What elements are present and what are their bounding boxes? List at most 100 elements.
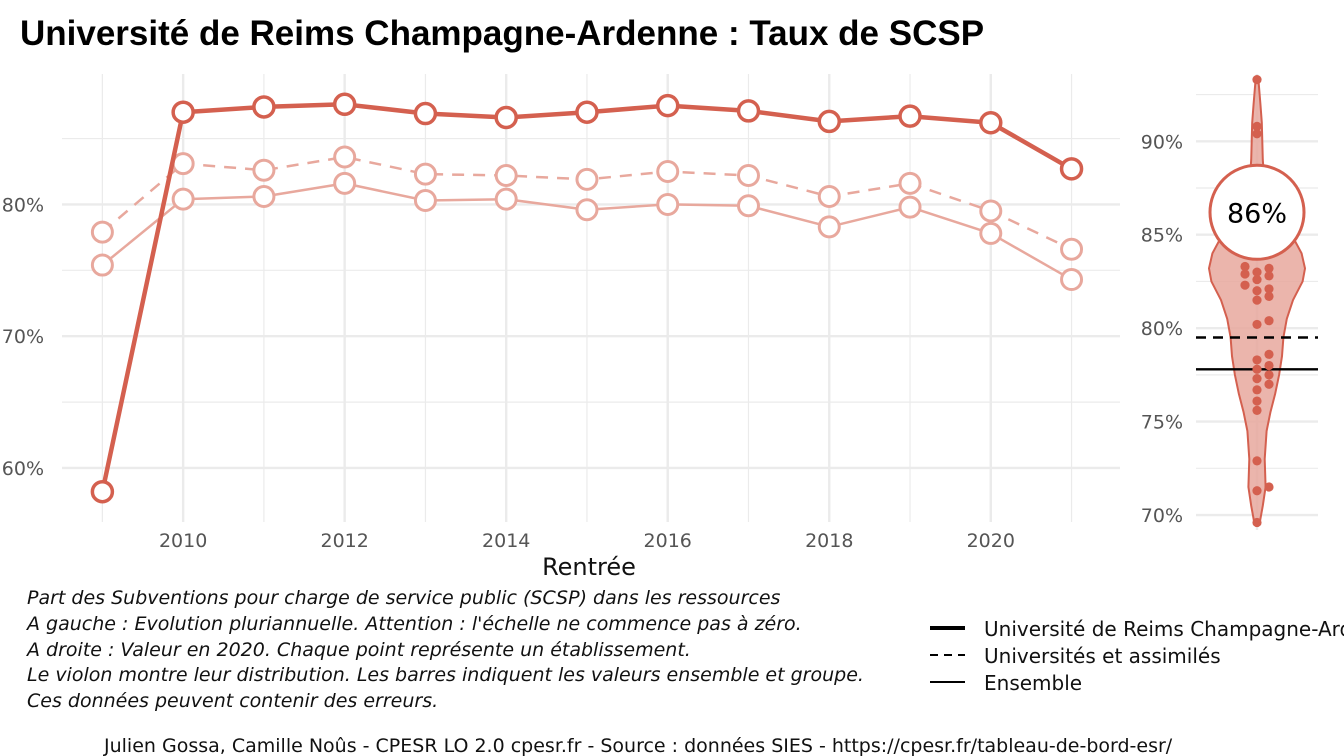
line-panel-grid — [62, 74, 1120, 522]
data-point — [90, 253, 114, 277]
institution-point — [1252, 456, 1262, 466]
institution-point — [1252, 517, 1262, 528]
page-title: Université de Reims Champagne-Ardenne : … — [20, 14, 985, 53]
data-point — [1060, 237, 1084, 261]
caption-line: A gauche : Evolution pluriannuelle. Atte… — [25, 613, 802, 635]
data-point — [171, 100, 195, 124]
data-point — [736, 99, 761, 123]
institution-point — [1252, 385, 1262, 395]
violin-panel: 70% 75% 80% 85% 90% 86% — [1141, 74, 1318, 530]
x-tick-label: 2020 — [967, 530, 1015, 552]
institution-point — [1264, 284, 1274, 294]
data-point — [333, 171, 357, 195]
data-point — [1060, 268, 1084, 292]
institution-point — [1264, 349, 1274, 359]
line-panel-x-ticks: 2010 2012 2014 2016 2018 2020 — [159, 530, 1015, 552]
institution-point — [1264, 316, 1274, 326]
data-point — [817, 109, 842, 134]
x-tick-label: 2014 — [482, 530, 530, 552]
y-tick-label: 85% — [1141, 225, 1183, 247]
data-point — [252, 185, 276, 209]
data-point — [252, 158, 276, 182]
data-point — [171, 152, 195, 176]
caption-line: Le violon montre leur distribution. Les … — [27, 664, 864, 686]
institution-point — [1252, 364, 1262, 374]
institution-point — [1252, 75, 1262, 85]
data-point — [898, 171, 922, 195]
institution-point — [1252, 405, 1262, 415]
data-point — [333, 145, 357, 169]
data-point — [575, 100, 599, 124]
violin-points — [1240, 75, 1274, 528]
series-ensemble — [90, 171, 1084, 292]
institution-point — [1252, 319, 1262, 330]
institution-point — [1252, 267, 1262, 277]
data-point — [817, 185, 841, 209]
institution-point — [1264, 370, 1274, 380]
data-point — [413, 188, 437, 212]
institution-point — [1264, 271, 1274, 281]
institution-point — [1252, 121, 1262, 131]
caption-line: A droite : Valeur en 2020. Chaque point … — [25, 639, 691, 661]
institution-point — [1240, 269, 1250, 279]
highlight-badge-circle — [1208, 163, 1306, 261]
data-point — [736, 163, 760, 187]
data-point — [898, 195, 922, 219]
institution-point — [1252, 355, 1262, 365]
x-tick-label: 2018 — [805, 530, 853, 552]
legend: Université de Reims Champagne-Ardenne Un… — [930, 617, 1344, 695]
data-point — [655, 93, 680, 118]
data-point — [979, 199, 1003, 223]
data-point — [1059, 157, 1084, 181]
y-tick-label: 90% — [1141, 131, 1183, 153]
data-point — [575, 167, 599, 191]
data-point — [90, 479, 115, 504]
institution-point — [1252, 396, 1262, 406]
data-point — [656, 160, 680, 184]
x-tick-label: 2012 — [320, 530, 368, 552]
legend-label: Ensemble — [984, 671, 1082, 695]
institution-point — [1240, 280, 1250, 290]
legend-label: Universités et assimilés — [984, 644, 1221, 668]
line-panel-series — [90, 92, 1084, 504]
highlight-badge: 86% — [1208, 163, 1306, 261]
legend-label: Université de Reims Champagne-Ardenne — [984, 617, 1344, 641]
institution-point — [1252, 286, 1262, 296]
violin-panel-y-ticks: 70% 75% 80% 85% 90% — [1141, 131, 1183, 527]
caption-line: Part des Subventions pour charge de serv… — [27, 587, 781, 609]
institution-point — [1240, 261, 1250, 272]
caption-line: Ces données peuvent contenir des erreurs… — [27, 690, 438, 712]
institution-point — [1252, 374, 1262, 384]
institution-point — [1252, 295, 1262, 305]
data-point — [817, 215, 841, 239]
caption: Part des Subventions pour charge de serv… — [25, 587, 864, 712]
data-point — [736, 194, 760, 218]
institution-point — [1252, 274, 1262, 285]
data-point — [979, 111, 1003, 135]
institution-point — [1252, 129, 1262, 139]
data-point — [252, 95, 276, 119]
data-point — [171, 187, 195, 211]
line-panel: 60% 70% 80% 2010 2012 2014 2016 2018 2020 Rentr… — [2, 74, 1120, 581]
y-tick-label: 60% — [2, 458, 44, 480]
data-point — [413, 162, 437, 186]
highlight-badge-label: 86% — [1227, 198, 1287, 229]
data-point — [979, 221, 1003, 245]
x-tick-label: 2010 — [159, 530, 207, 552]
footer-credits: Julien Gossa, Camille Noûs - CPESR LO 2.… — [103, 735, 1173, 756]
institution-point — [1264, 263, 1274, 273]
institution-point — [1252, 486, 1262, 496]
y-tick-label: 75% — [1141, 412, 1183, 434]
line-panel-y-ticks: 60% 70% 80% — [2, 194, 44, 480]
y-tick-label: 70% — [1141, 505, 1183, 527]
data-point — [413, 101, 438, 126]
data-point — [494, 105, 518, 130]
series-universite-reims — [90, 92, 1084, 504]
institution-point — [1264, 482, 1274, 492]
data-point — [494, 187, 518, 211]
institution-point — [1264, 379, 1274, 389]
data-point — [332, 92, 357, 117]
data-point — [90, 220, 114, 244]
x-axis-title: Rentrée — [542, 553, 636, 581]
